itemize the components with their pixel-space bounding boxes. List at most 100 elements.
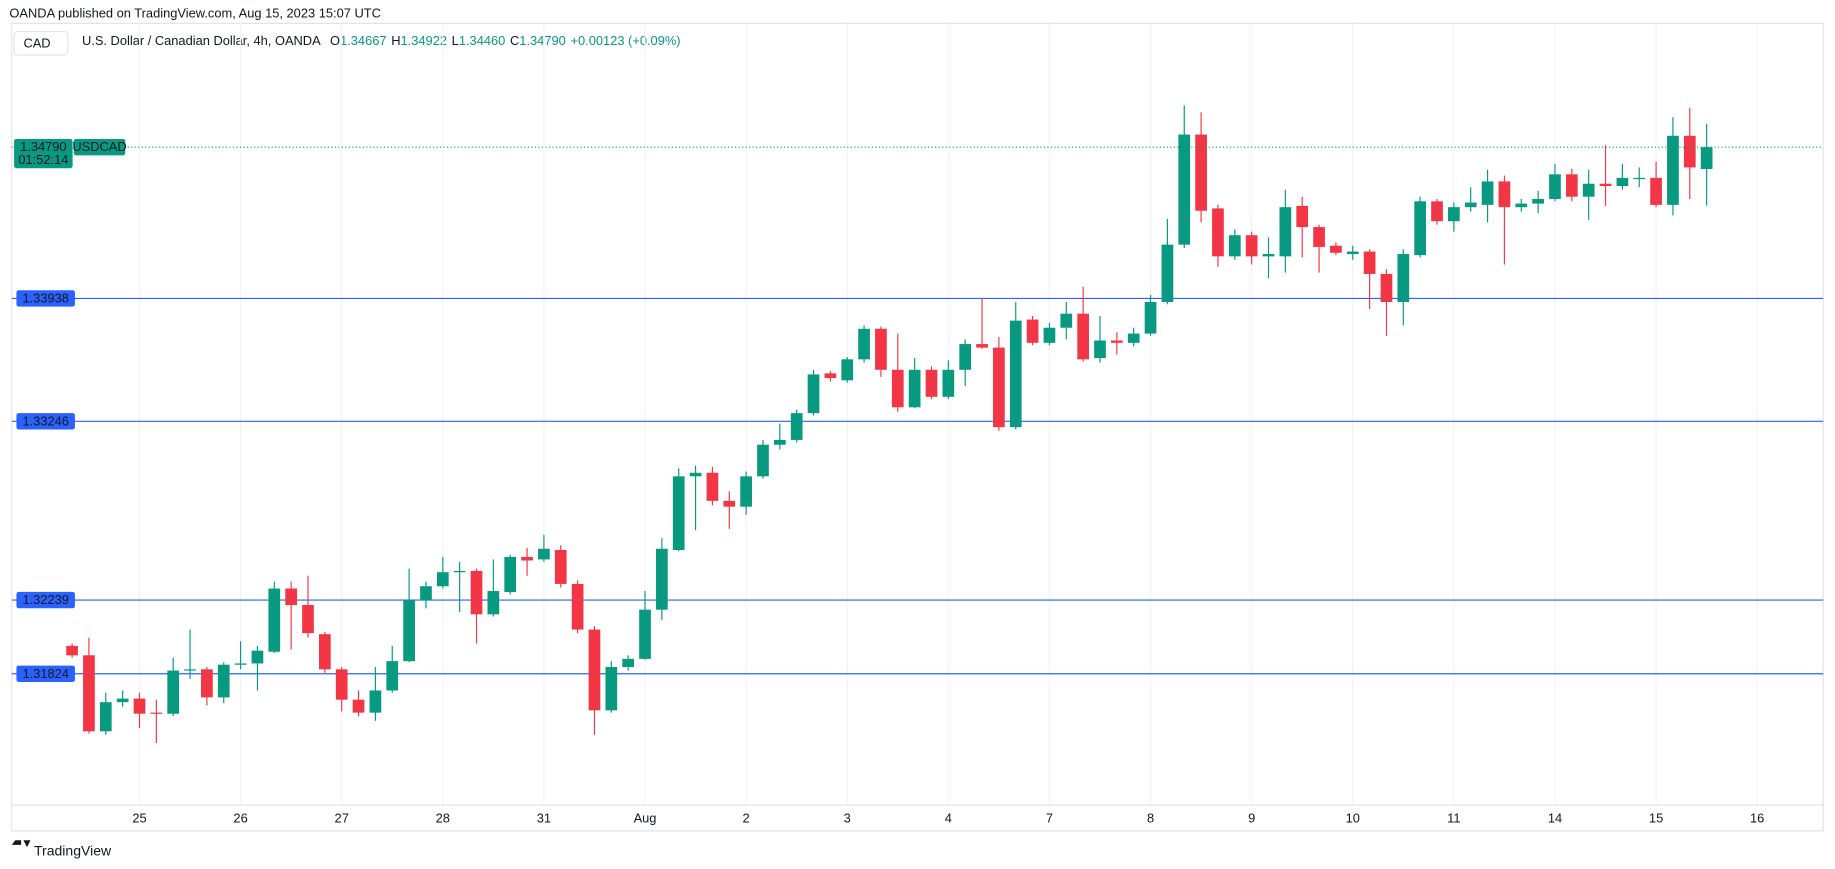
candle-body [285,588,297,606]
candle-body [1110,340,1123,343]
x-tick-label: 9 [1248,811,1255,826]
candle-body [116,698,129,703]
candle-body [757,444,769,477]
x-tick-label: 3 [844,811,851,826]
candle-body [133,698,146,714]
candle-body [1228,235,1241,257]
candle-body [369,690,382,713]
symbol-box [73,138,126,156]
candle-body [1060,313,1073,328]
candle-body [790,413,803,440]
x-tick-label: 10 [1346,811,1360,826]
ohlc-key: H [391,34,400,49]
candle-body [1296,205,1309,228]
candle-body [201,669,213,698]
candle-body [335,669,348,700]
candle-body [1515,203,1528,208]
candle-body [858,328,870,360]
level-label: 1.33938 [22,290,68,305]
last-price-box [14,138,73,169]
level-label-box [16,413,75,430]
candle-body [723,500,736,507]
x-tick-label: 11 [1447,811,1460,826]
x-tick-label: 26 [233,811,247,826]
candle-body [622,658,635,668]
candle-body [487,591,500,615]
candle-body [1195,134,1207,211]
candle-body [1330,245,1342,253]
candle-body [706,472,719,501]
candle-body [1498,181,1511,208]
level-label: 1.33246 [22,413,68,428]
symbol-legend: U.S. Dollar / Canadian Dollar, 4h, OANDA… [82,34,681,49]
candle-body [1700,147,1713,169]
candle-body [891,369,904,408]
level-label-box [16,665,75,682]
x-tick-label: 31 [537,811,551,826]
candle-body [268,588,281,652]
candle-body [1127,333,1140,343]
candle-body [1650,177,1662,205]
candle-body [1414,201,1427,256]
candle-body [1144,301,1157,334]
candle-body [588,629,601,711]
candle-body [1212,208,1224,257]
level-label: 1.31824 [22,666,68,681]
candle-body [1448,207,1460,222]
candle-body [1094,340,1106,359]
symbol-label: USDCAD [72,139,126,154]
candle-body [83,655,95,732]
candle-body [150,712,163,714]
candle-body [470,570,483,615]
candle-body [1161,244,1174,302]
candle-body [1431,201,1443,222]
candle-body [1633,177,1646,180]
candle-body [1279,207,1292,257]
candle-body [1009,320,1022,428]
candle-body [908,369,921,408]
candle-body [689,472,702,477]
candle-body [1380,273,1393,302]
ohlc-key: O [330,34,340,49]
x-tick-label: 14 [1548,811,1562,826]
candle-body [1313,227,1325,247]
candle-body [1077,313,1089,360]
currency-button[interactable] [13,31,69,56]
currency-button-label[interactable]: CAD [23,35,50,50]
x-tick-label: 28 [436,811,450,826]
x-tick-label: 8 [1147,811,1154,826]
candle-body [976,344,988,348]
candle-body [824,373,837,378]
plot-frame [11,22,1824,832]
candle-body [1464,202,1477,208]
ohlc-key: C [510,34,519,49]
candle-body [318,634,331,670]
candle-body [639,609,651,659]
candle-body [1549,174,1561,199]
candle-body [1532,198,1544,204]
x-tick-label: 2 [743,811,750,826]
candle-body [302,605,314,634]
candle-body [1178,134,1191,245]
candle-body [959,344,972,370]
x-tick-label: 7 [1046,811,1053,826]
candle-body [436,572,449,587]
x-tick-label: 4 [945,811,952,826]
candle-body [538,548,550,560]
candle-body [217,664,230,698]
candle-body [420,586,432,601]
candle-body [571,583,584,630]
candle-body [184,669,196,671]
candle-body [807,374,820,414]
ohlc-value: 1.34460 [459,34,505,49]
candle-body [1346,251,1359,255]
candle-body [1043,327,1056,343]
candle-body [1616,177,1629,187]
x-tick-label: 27 [335,811,349,826]
x-tick-label: 25 [132,811,146,826]
candle-body [521,556,533,561]
candle-body [1667,135,1679,205]
candle-body [1582,183,1595,197]
